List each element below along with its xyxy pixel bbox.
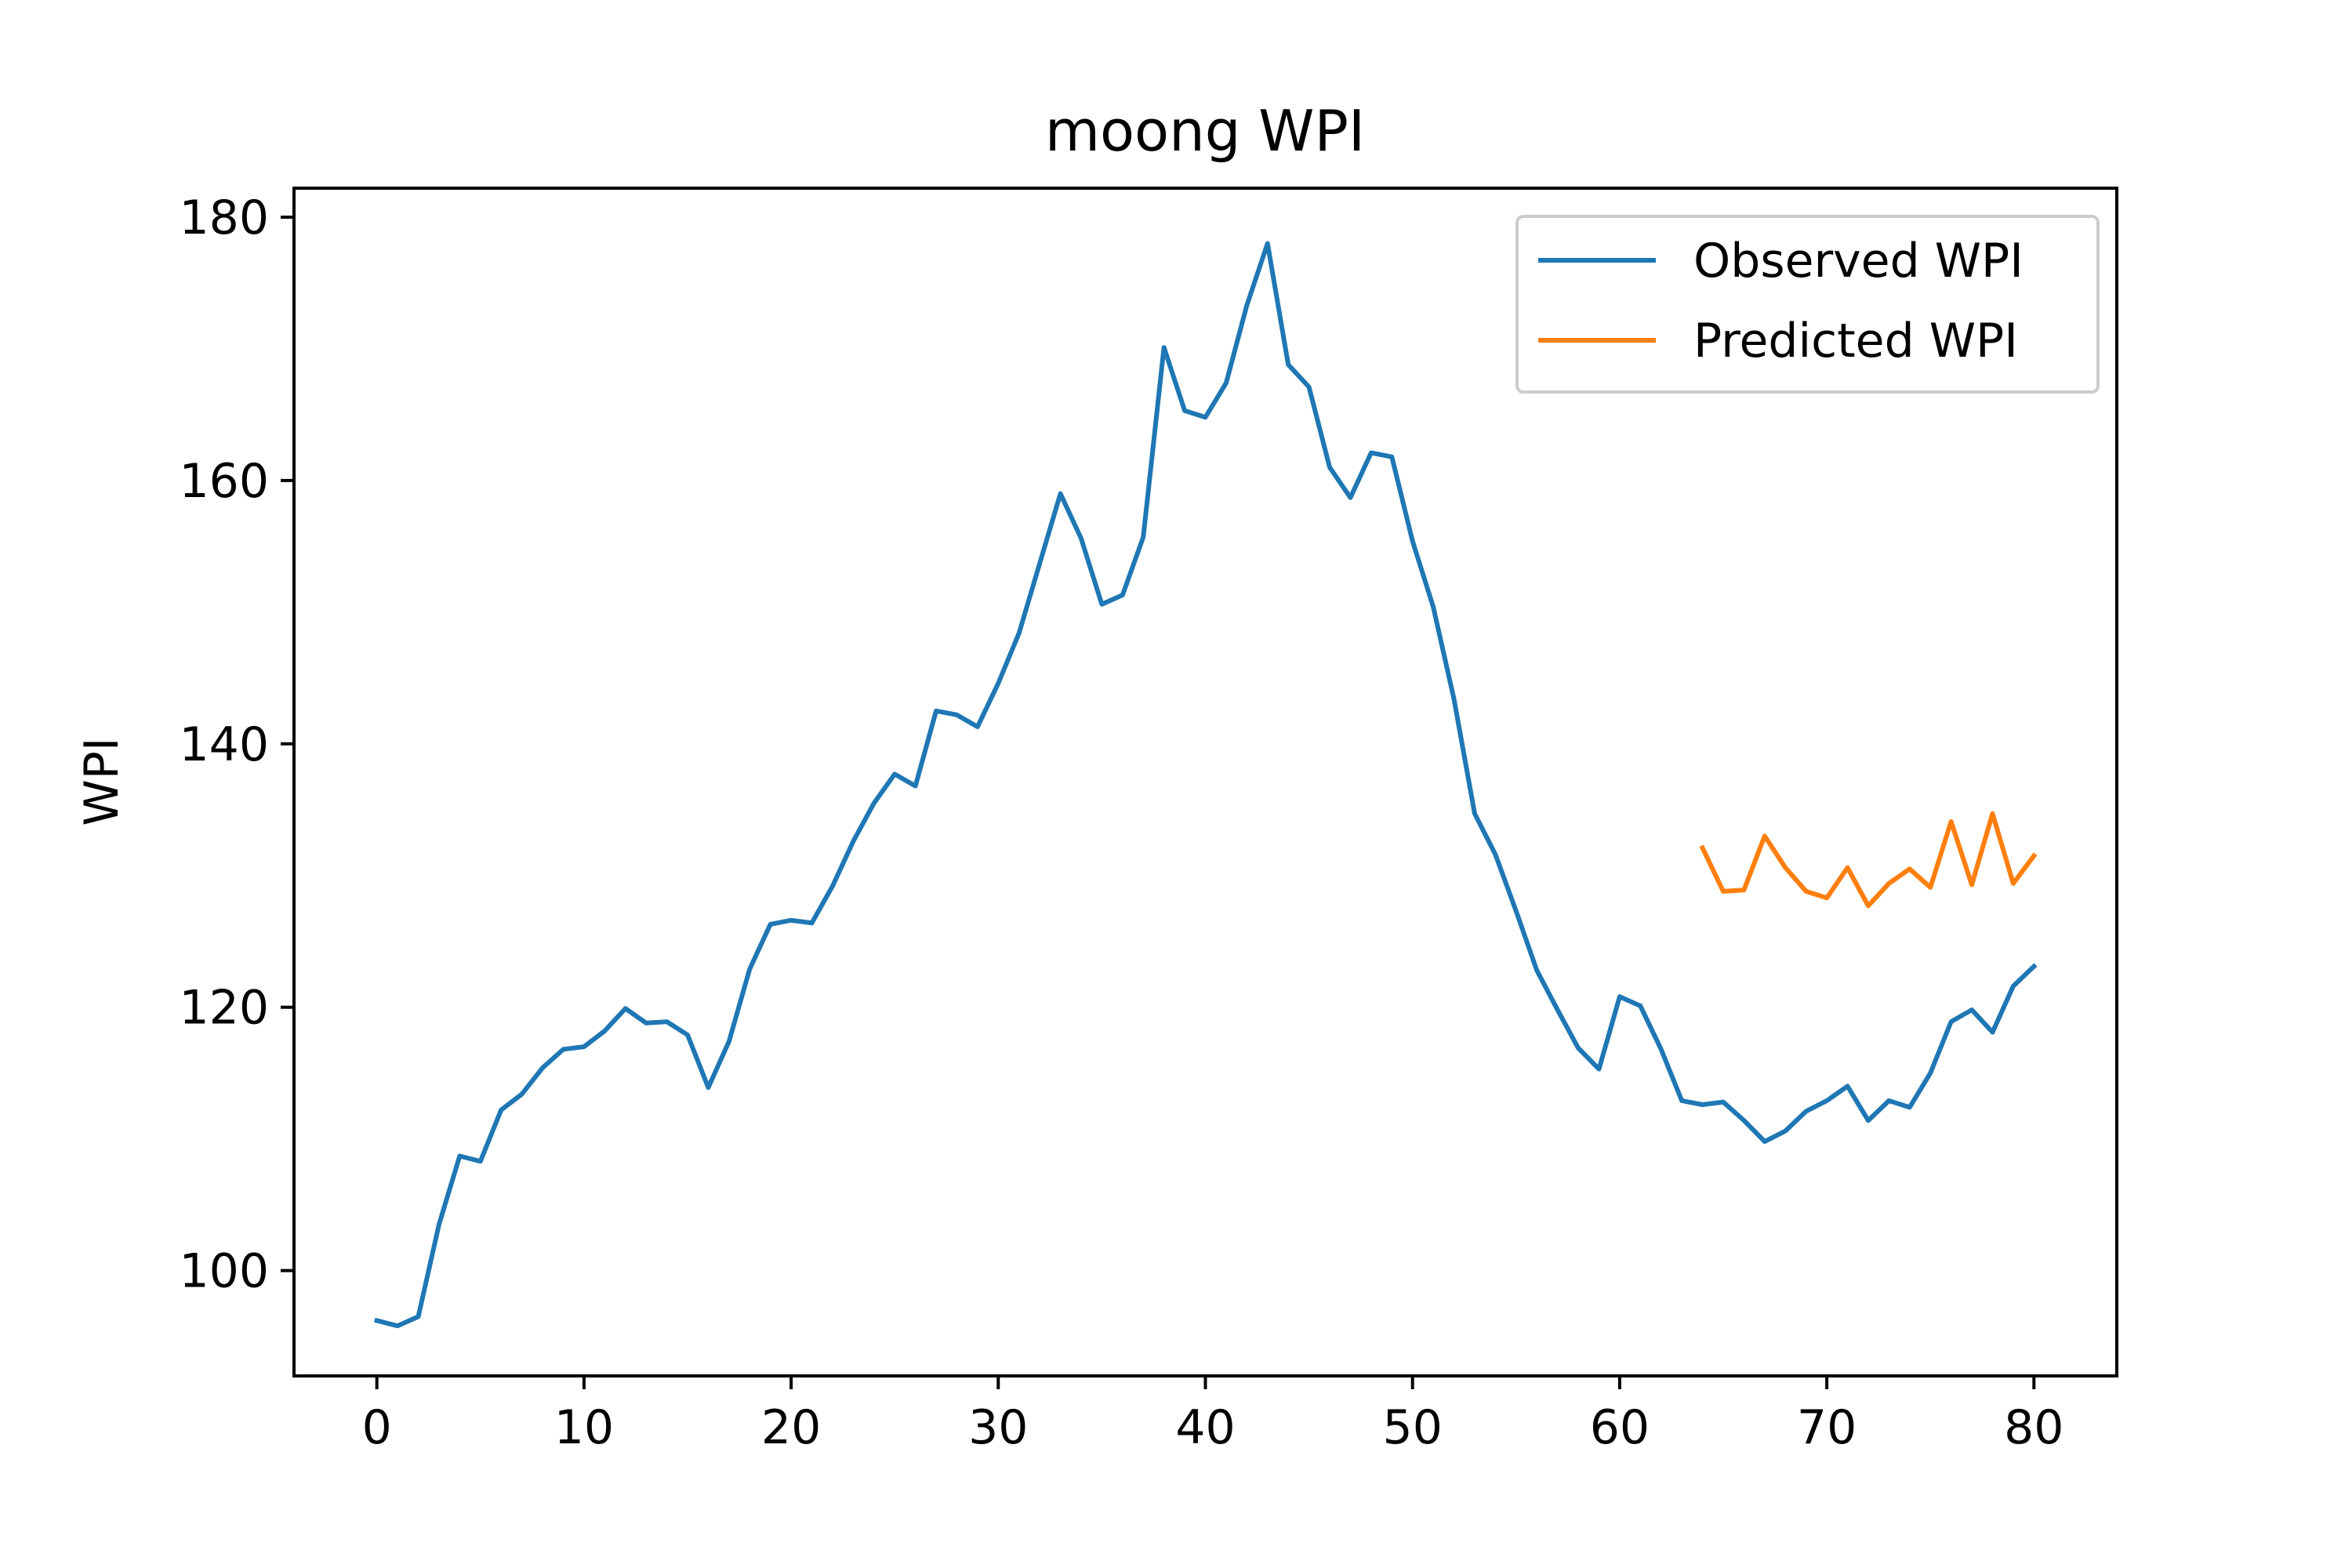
x-tick-label: 20 <box>761 1400 821 1455</box>
x-tick-label: 50 <box>1383 1400 1443 1455</box>
x-tick-label: 60 <box>1590 1400 1650 1455</box>
x-tick-label: 30 <box>968 1400 1028 1455</box>
series-line-observed <box>374 241 2038 1329</box>
y-axis-label: WPI <box>74 737 129 826</box>
legend-label-observed: Observed WPI <box>1693 234 2024 289</box>
y-tick-label: 120 <box>179 981 269 1036</box>
plot-area <box>374 241 2038 1329</box>
series-line-predicted <box>1699 811 2038 909</box>
legend-box <box>1515 215 2100 394</box>
y-tick-label: 140 <box>179 717 269 772</box>
x-tick-label: 0 <box>362 1400 392 1455</box>
y-tick-label: 100 <box>179 1244 269 1299</box>
legend: Observed WPI Predicted WPI <box>1515 215 2100 394</box>
x-tick-label: 70 <box>1797 1400 1857 1455</box>
legend-label-predicted: Predicted WPI <box>1693 314 2018 368</box>
x-tick-label: 10 <box>554 1400 614 1455</box>
y-tick-label: 180 <box>179 191 269 245</box>
axis-ticks: 0 10 20 30 40 50 60 70 80 100 120 140 160 180 <box>179 191 2063 1455</box>
y-tick-label: 160 <box>179 454 269 509</box>
chart-title: moong WPI <box>1045 98 1365 164</box>
x-tick-label: 40 <box>1175 1400 1235 1455</box>
axes-frame <box>292 187 2118 1377</box>
x-tick-label: 80 <box>2004 1400 2063 1455</box>
